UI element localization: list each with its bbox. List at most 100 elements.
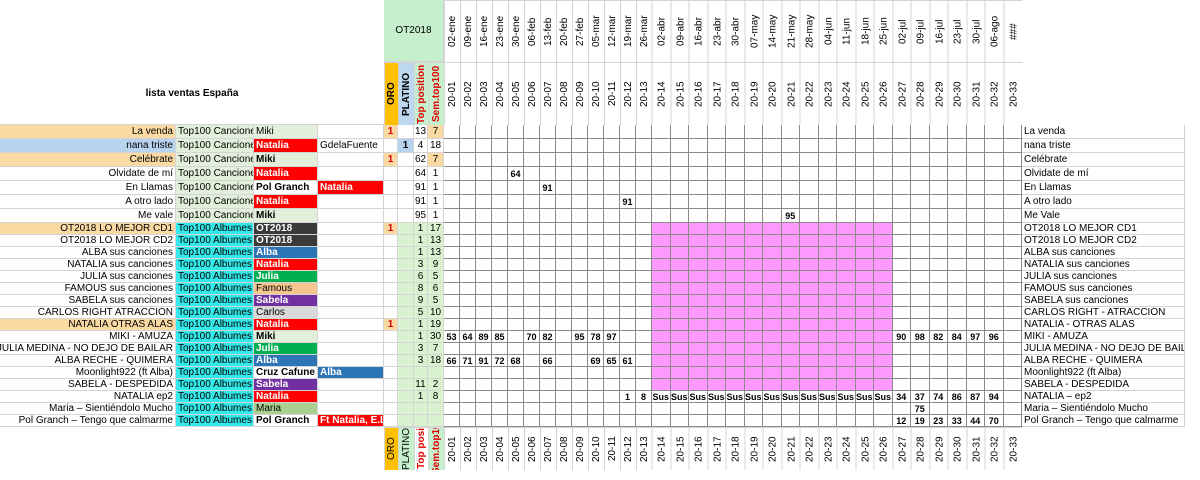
week-position: [948, 283, 967, 295]
artist: Alba: [254, 247, 318, 259]
week-position: [689, 167, 708, 181]
week-position: [892, 247, 911, 259]
week-position: Sus: [652, 391, 671, 403]
week-position: [763, 403, 782, 415]
week-position: [476, 307, 492, 319]
week-position: [892, 125, 911, 139]
week-position: [689, 295, 708, 307]
week-position: [707, 139, 726, 153]
week-position: [588, 247, 604, 259]
week-position: [855, 319, 874, 331]
week-position: [1003, 125, 1022, 139]
week-position: [855, 247, 874, 259]
week-position: [855, 355, 874, 367]
oro: 1: [384, 319, 398, 331]
week-position: [508, 307, 524, 319]
row-label: ALBA RECHE - QUIMERA: [1022, 355, 1185, 367]
sheet-title: lista ventas España: [0, 62, 384, 125]
week-position: [892, 181, 911, 195]
week-date: 16-jul: [929, 0, 948, 62]
week-position: [670, 415, 689, 427]
week-position: [588, 209, 604, 223]
week-position: [781, 223, 800, 235]
artist: Julia: [254, 343, 318, 355]
week-position: [985, 235, 1004, 247]
week-position: [707, 181, 726, 195]
week-position: [781, 167, 800, 181]
week-position: [929, 319, 948, 331]
week-position: [572, 125, 588, 139]
week-position: [556, 181, 572, 195]
week-position: [652, 319, 671, 331]
week-code: 20-16: [689, 62, 708, 125]
week-position: [892, 153, 911, 167]
week-position: [524, 125, 540, 139]
week-code: 20-23: [818, 62, 837, 125]
chart-name: Top100 Albumes: [176, 343, 254, 355]
week-position: [763, 319, 782, 331]
week-position: [540, 415, 556, 427]
week-position: [524, 355, 540, 367]
week-position: [726, 223, 745, 235]
week-position: [726, 415, 745, 427]
week-position: [1003, 139, 1022, 153]
week-position: [556, 343, 572, 355]
row-label: MIKI - AMUZA: [1022, 331, 1185, 343]
week-position: [707, 367, 726, 379]
week-position: [874, 379, 893, 391]
week-position: Sus: [707, 391, 726, 403]
oro: 1: [384, 153, 398, 167]
week-position: [744, 139, 763, 153]
week-position: [689, 319, 708, 331]
week-position: [689, 343, 708, 355]
week-position: [508, 247, 524, 259]
week-position: [818, 319, 837, 331]
week-position: [636, 247, 652, 259]
week-position: [689, 125, 708, 139]
week-position: 34: [892, 391, 911, 403]
weeks-in-top100: 7: [428, 125, 444, 139]
oro: [384, 415, 398, 427]
week-position: [636, 415, 652, 427]
week-position: [460, 319, 476, 331]
week-position: [670, 125, 689, 139]
week-position: [874, 355, 893, 367]
week-position: [588, 319, 604, 331]
week-position: [744, 181, 763, 195]
week-position: [837, 379, 856, 391]
top-position: 4: [414, 139, 428, 153]
song-title: JULIA MEDINA - NO DEJO DE BAILAR: [0, 343, 176, 355]
week-position: [781, 331, 800, 343]
top-position: 91: [414, 195, 428, 209]
featured-artist: [318, 391, 384, 403]
week-position: [892, 295, 911, 307]
song-title: CARLOS RIGHT ATRACCIÓN: [0, 307, 176, 319]
week-position: [818, 209, 837, 223]
week-position: [892, 319, 911, 331]
week-position: [800, 139, 819, 153]
weeks-in-top100: 1: [428, 195, 444, 209]
song-title: Me vale: [0, 209, 176, 223]
song-title: SABELA - DESPEDIDA: [0, 379, 176, 391]
week-position: [874, 259, 893, 271]
week-position: [818, 259, 837, 271]
week-position: [800, 283, 819, 295]
week-position: [604, 415, 620, 427]
week-position: [763, 283, 782, 295]
week-code: 20-07: [540, 427, 556, 470]
week-code: 20-18: [726, 427, 745, 470]
week-position: [670, 209, 689, 223]
week-date: 16-abr: [689, 0, 708, 62]
week-position: [966, 153, 985, 167]
week-code: 20-01: [444, 62, 460, 125]
week-position: 71: [460, 355, 476, 367]
week-position: [837, 271, 856, 283]
song-title: Maria – Sientiéndolo Mucho: [0, 403, 176, 415]
week-position: [492, 167, 508, 181]
week-position: [818, 139, 837, 153]
week-position: [476, 181, 492, 195]
featured-artist: [318, 331, 384, 343]
week-position: [855, 125, 874, 139]
week-position: [744, 271, 763, 283]
week-position: [800, 153, 819, 167]
